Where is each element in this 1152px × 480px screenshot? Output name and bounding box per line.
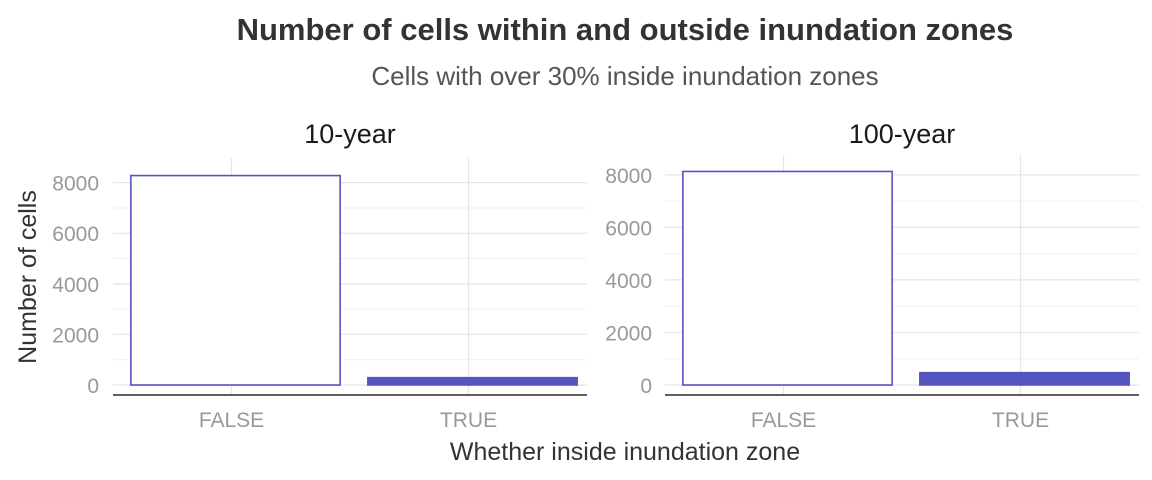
x-axis-title: Whether inside inundation zone: [450, 438, 800, 466]
y-tick-label: 8000: [605, 165, 652, 188]
y-axis-title: Number of cells: [14, 190, 42, 364]
x-tick-label: FALSE: [751, 409, 816, 432]
y-tick-label: 4000: [605, 270, 652, 293]
y-tick-label: 6000: [52, 223, 99, 246]
x-tick-label: FALSE: [199, 409, 264, 432]
y-tick-label: 2000: [605, 322, 652, 345]
y-tick-label: 8000: [52, 173, 99, 196]
x-tick-label: TRUE: [992, 409, 1049, 432]
facet-label: 100-year: [849, 119, 956, 149]
bar-true: [367, 376, 578, 386]
y-tick-label: 6000: [605, 217, 652, 240]
facet-label: 10-year: [304, 119, 396, 149]
bar-false: [130, 174, 341, 386]
facet-panel: 100-year 0 2000 4000 6000 8000 FALSE TRUE: [605, 119, 1139, 432]
y-tick-label: 2000: [52, 324, 99, 347]
x-tick-label: TRUE: [440, 409, 497, 432]
y-tick-label: 4000: [52, 274, 99, 297]
chart-title: Number of cells within and outside inund…: [237, 12, 1014, 47]
facet-panel: 10-year 0 2000 4000 6000 8000 FALSE TRUE: [52, 119, 587, 432]
y-tick-label: 0: [87, 375, 99, 398]
bar-true: [919, 371, 1130, 386]
chart-subtitle: Cells with over 30% inside inundation zo…: [371, 61, 878, 91]
y-tick-label: 0: [640, 375, 652, 398]
bar-false: [682, 170, 893, 386]
